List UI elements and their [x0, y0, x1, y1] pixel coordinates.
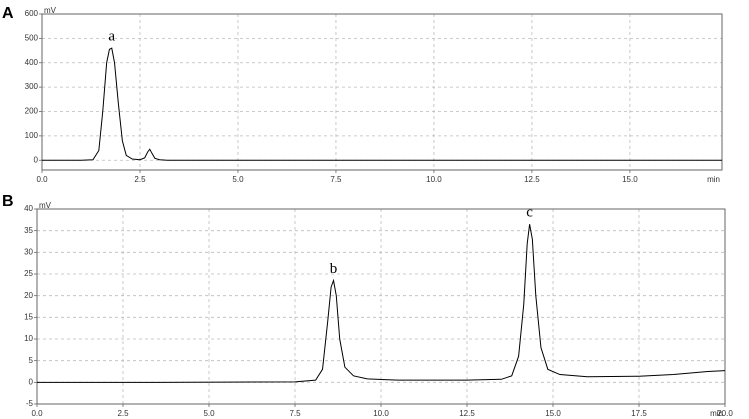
- y-tick-label: 100: [25, 131, 39, 140]
- y-unit: mV: [44, 6, 57, 15]
- x-tick-label: 5.0: [203, 409, 215, 418]
- x-tick-label: 0.0: [36, 175, 48, 184]
- plot-frame: [36, 208, 726, 405]
- x-tick-label: 15.0: [622, 175, 638, 184]
- x-tick-label: 12.5: [459, 409, 475, 418]
- y-tick-label: 5: [29, 356, 34, 365]
- x-tick-label: 0.0: [31, 409, 43, 418]
- x-tick-label: 7.5: [289, 409, 301, 418]
- chromatogram-trace: [42, 47, 722, 161]
- chromatogram-trace: [37, 224, 726, 383]
- panel-label: A: [2, 5, 14, 22]
- peak-label: c: [526, 205, 533, 221]
- y-tick-label: 15: [24, 312, 33, 321]
- y-tick-label: 300: [25, 82, 39, 91]
- x-tick-label: 15.0: [545, 409, 561, 418]
- x-tick-label: 12.5: [524, 175, 540, 184]
- x-unit: min: [710, 409, 723, 418]
- y-tick-label: 40: [24, 204, 33, 213]
- y-unit: mV: [39, 201, 52, 210]
- y-tick-label: 0: [29, 377, 34, 386]
- y-tick-label: 600: [25, 9, 39, 18]
- y-tick-label: 20: [24, 291, 33, 300]
- y-tick-label: 30: [24, 247, 33, 256]
- x-tick-label: 2.5: [134, 175, 146, 184]
- x-tick-label: 10.0: [373, 409, 389, 418]
- x-tick-label: 20.0: [717, 409, 733, 418]
- x-unit: min: [707, 175, 720, 184]
- y-tick-label: 35: [24, 226, 33, 235]
- panel-label: B: [2, 193, 14, 210]
- y-tick-label: -5: [26, 399, 34, 408]
- y-tick-label: 200: [25, 107, 39, 116]
- x-tick-label: 7.5: [330, 175, 342, 184]
- y-tick-label: 400: [25, 58, 39, 67]
- x-tick-label: 2.5: [117, 409, 129, 418]
- x-tick-label: 5.0: [232, 175, 244, 184]
- peak-label: a: [108, 29, 115, 45]
- plot-frame: [41, 13, 723, 171]
- y-tick-label: 10: [24, 334, 33, 343]
- x-tick-label: 17.5: [631, 409, 647, 418]
- peak-label: b: [330, 261, 338, 277]
- x-tick-label: 10.0: [426, 175, 442, 184]
- y-tick-label: 25: [24, 269, 33, 278]
- y-tick-label: 500: [25, 33, 39, 42]
- y-tick-label: 0: [34, 155, 39, 164]
